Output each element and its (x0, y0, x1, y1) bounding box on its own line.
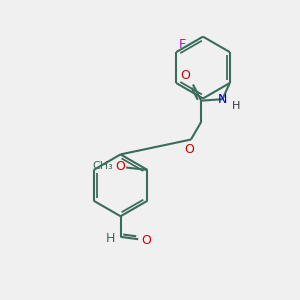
Text: O: O (184, 143, 194, 156)
Text: H: H (232, 101, 240, 111)
Text: CH₃: CH₃ (93, 161, 113, 171)
Text: H: H (106, 232, 115, 245)
Text: F: F (178, 38, 186, 51)
Text: O: O (141, 234, 151, 247)
Text: O: O (181, 69, 190, 82)
Text: N: N (218, 93, 227, 106)
Text: O: O (115, 160, 125, 173)
